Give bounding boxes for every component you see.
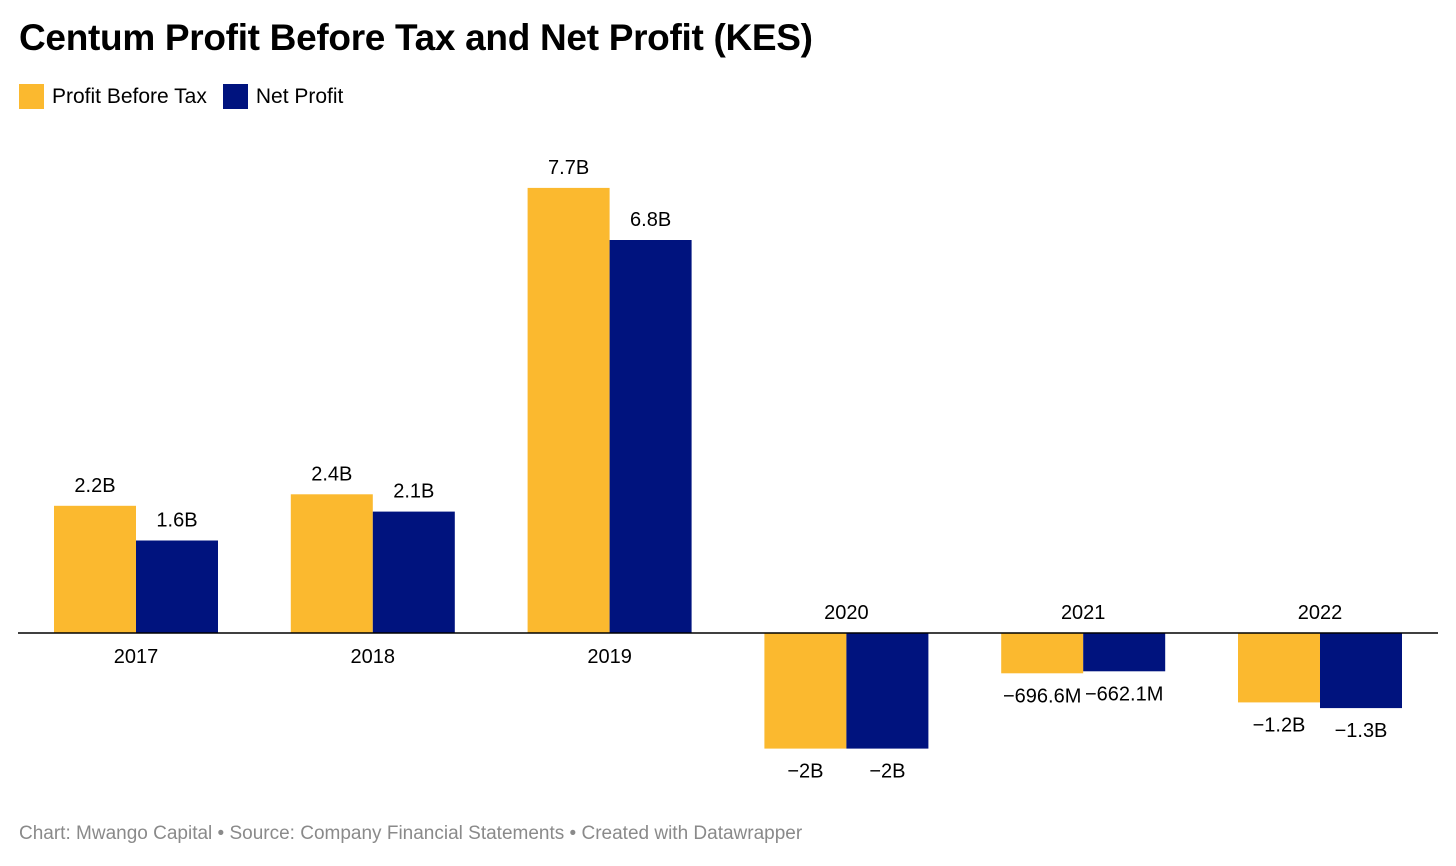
x-tick-label-2017: 2017 bbox=[114, 646, 159, 668]
footer-source: Source: Company Financial Statements bbox=[229, 823, 565, 844]
legend-item-net-profit: Net Profit bbox=[222, 84, 344, 109]
bar-net-profit-2018 bbox=[372, 511, 455, 633]
data-label-profit-before-tax-2020: −2B bbox=[787, 761, 823, 783]
data-label-net-profit-2022: −1.3B bbox=[1335, 720, 1388, 742]
bar-net-profit-2022 bbox=[1320, 633, 1402, 709]
data-label-net-profit-2017: 1.6B bbox=[156, 510, 197, 532]
data-label-profit-before-tax-2021: −696.6M bbox=[1003, 685, 1081, 707]
chart-title: Centum Profit Before Tax and Net Profit … bbox=[19, 17, 813, 58]
bar-profit-before-tax-2019 bbox=[527, 187, 610, 633]
bar-net-profit-2019 bbox=[609, 240, 692, 633]
legend-swatch-net-profit bbox=[222, 84, 248, 109]
legend-swatch-profit-before-tax bbox=[19, 84, 44, 109]
footer-created-with: Created with Datawrapper bbox=[581, 823, 803, 844]
x-tick-label-2020: 2020 bbox=[824, 602, 869, 624]
x-tick-label-2021: 2021 bbox=[1061, 602, 1106, 624]
legend-item-profit-before-tax: Profit Before Tax bbox=[19, 84, 207, 109]
footer-separator: • bbox=[569, 823, 577, 844]
bar-profit-before-tax-2018 bbox=[290, 494, 373, 633]
bar-profit-before-tax-2017 bbox=[54, 505, 136, 633]
bar-profit-before-tax-2021 bbox=[1001, 633, 1084, 674]
data-label-profit-before-tax-2018: 2.4B bbox=[311, 463, 352, 485]
legend-label-profit-before-tax: Profit Before Tax bbox=[52, 84, 207, 108]
bar-net-profit-2021 bbox=[1083, 633, 1166, 672]
data-label-net-profit-2020: −2B bbox=[869, 761, 905, 783]
legend-label-net-profit: Net Profit bbox=[255, 84, 344, 108]
bar-profit-before-tax-2022 bbox=[1238, 633, 1320, 703]
data-label-net-profit-2021: −662.1M bbox=[1085, 683, 1163, 705]
bar-net-profit-2017 bbox=[136, 540, 218, 633]
x-tick-label-2018: 2018 bbox=[351, 646, 396, 668]
x-tick-label-2022: 2022 bbox=[1298, 602, 1343, 624]
data-label-profit-before-tax-2017: 2.2B bbox=[74, 475, 115, 497]
data-label-net-profit-2018: 2.1B bbox=[393, 481, 434, 503]
data-label-profit-before-tax-2019: 7.7B bbox=[548, 157, 589, 179]
data-label-profit-before-tax-2022: −1.2B bbox=[1253, 714, 1306, 736]
x-tick-label-2019: 2019 bbox=[587, 646, 632, 668]
bar-net-profit-2020 bbox=[846, 633, 929, 749]
legend: Profit Before Tax Net Profit bbox=[19, 84, 359, 109]
footer-separator: • bbox=[217, 823, 225, 844]
data-label-net-profit-2019: 6.8B bbox=[630, 209, 671, 231]
chart-footer: Chart: Mwango Capital • Source: Company … bbox=[19, 823, 802, 845]
bar-profit-before-tax-2020 bbox=[764, 633, 847, 749]
footer-chart-credit: Chart: Mwango Capital bbox=[19, 823, 213, 844]
